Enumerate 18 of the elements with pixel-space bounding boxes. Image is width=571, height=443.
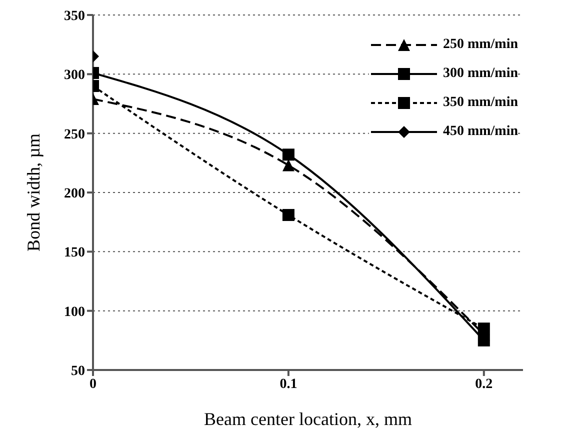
- x-tick-label: 0: [90, 376, 96, 392]
- x-axis-title: Beam center location, x, mm: [204, 409, 412, 429]
- x-tick-label: 0.1: [280, 376, 298, 392]
- y-axis-title: Bond width, µm: [23, 134, 44, 252]
- y-tick-label: 50: [71, 364, 85, 379]
- legend-label: 350 mm/min: [442, 94, 518, 110]
- y-tick-label: 200: [64, 186, 85, 202]
- y-tick-label: 300: [64, 68, 85, 84]
- y-tick-label: 350: [64, 8, 85, 24]
- y-tick-label: 150: [64, 246, 85, 261]
- y-tick-label: 250: [64, 127, 85, 142]
- legend-label: 250 mm/min: [442, 36, 518, 52]
- point: [478, 334, 490, 346]
- y-tick-label: 100: [64, 304, 85, 320]
- legend-label: 450 mm/min: [442, 124, 518, 140]
- point: [478, 322, 490, 335]
- legend-label: 300 mm/min: [442, 66, 518, 82]
- x-tick-label: 0.2: [475, 376, 493, 392]
